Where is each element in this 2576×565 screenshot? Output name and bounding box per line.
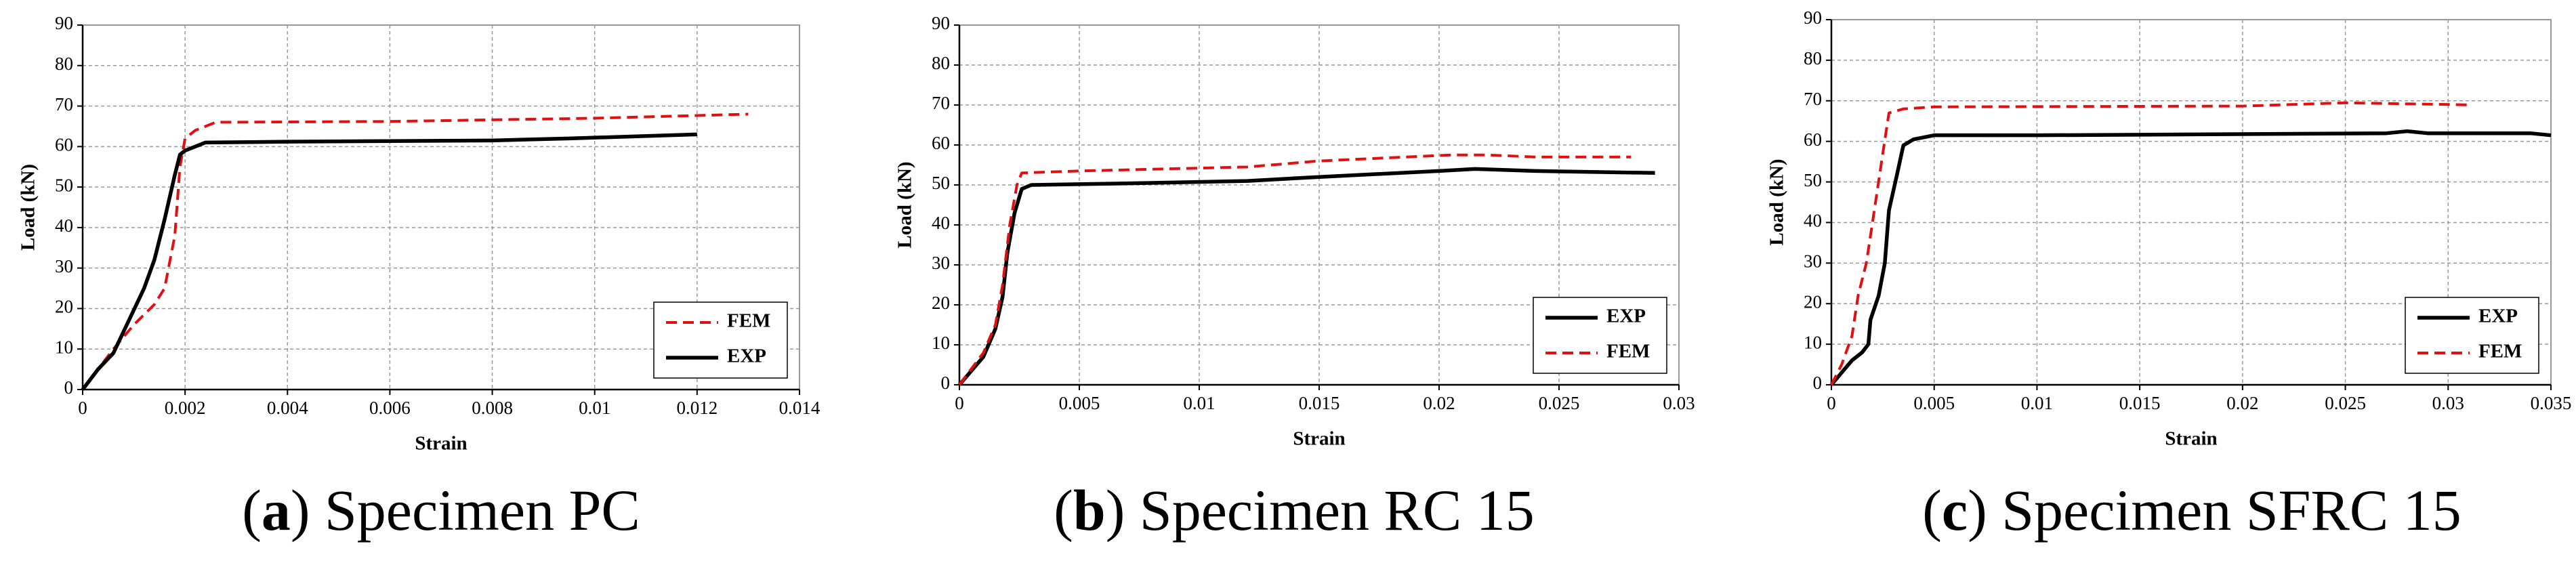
y-tick-label: 40 bbox=[932, 213, 950, 233]
legend-box bbox=[653, 301, 788, 379]
caption-part: a bbox=[262, 478, 291, 543]
y-tick-label: 20 bbox=[55, 297, 73, 317]
x-tick-label: 0 bbox=[78, 398, 87, 418]
y-tick-label: 10 bbox=[55, 337, 73, 357]
data-line bbox=[958, 153, 1632, 386]
caption-part: ) Specimen PC bbox=[291, 478, 640, 543]
x-tick-label: 0.01 bbox=[579, 398, 610, 418]
data-line bbox=[1829, 129, 2552, 386]
y-tick-label: 80 bbox=[932, 53, 950, 73]
data-line bbox=[81, 112, 749, 391]
x-tick-label: 0.005 bbox=[1059, 393, 1100, 413]
x-tick-label: 0.006 bbox=[369, 398, 411, 418]
caption: (a) Specimen PC bbox=[242, 478, 640, 543]
y-tick-label: 30 bbox=[1804, 251, 1822, 272]
y-axis-label: Load (kN) bbox=[894, 161, 916, 248]
y-tick-label: 90 bbox=[1804, 7, 1822, 28]
x-tick-label: 0.03 bbox=[1663, 393, 1695, 413]
y-tick-label: 70 bbox=[1804, 89, 1822, 109]
x-tick-label: 0.004 bbox=[267, 398, 308, 418]
y-tick-label: 0 bbox=[64, 377, 74, 398]
chart: 0 10 20 30 40 50 60 70 80 90 0 0.005 0.01 0.015 0.02 0.… bbox=[1766, 7, 2572, 543]
x-axis-label: Strain bbox=[1293, 428, 1345, 450]
y-tick-label: 50 bbox=[932, 173, 950, 193]
legend-box bbox=[2405, 297, 2539, 374]
y-tick-label: 70 bbox=[932, 93, 950, 113]
caption-part: ) Specimen SFRC 15 bbox=[1968, 478, 2461, 543]
y-tick-label: 20 bbox=[1804, 291, 1822, 312]
x-tick-label: 0.025 bbox=[2325, 393, 2366, 413]
y-tick-label: 30 bbox=[932, 253, 950, 273]
legend-box bbox=[1533, 297, 1667, 374]
x-tick-label: 0.035 bbox=[2531, 393, 2572, 413]
y-axis-label: Load (kN) bbox=[1766, 159, 1788, 245]
legend-label: FEM bbox=[1606, 341, 1650, 362]
y-tick-label: 40 bbox=[1804, 211, 1822, 231]
x-tick-label: 0.02 bbox=[2226, 393, 2258, 413]
caption-part: ( bbox=[1922, 478, 1942, 543]
caption-part: b bbox=[1073, 478, 1106, 543]
x-tick-label: 0.008 bbox=[472, 398, 513, 418]
y-tick-label: 60 bbox=[932, 133, 950, 153]
caption-part: ) Specimen RC 15 bbox=[1106, 478, 1535, 543]
x-tick-label: 0.01 bbox=[1183, 393, 1215, 413]
legend-label: FEM bbox=[2478, 341, 2522, 362]
caption-part: ( bbox=[1054, 478, 1073, 543]
data-line bbox=[81, 132, 697, 391]
x-tick-label: 0.025 bbox=[1539, 393, 1580, 413]
y-tick-label: 80 bbox=[55, 54, 73, 74]
y-tick-label: 10 bbox=[932, 333, 950, 353]
legend-label: EXP bbox=[727, 346, 766, 367]
y-tick-label: 70 bbox=[55, 94, 73, 114]
caption-part: ( bbox=[242, 478, 262, 543]
y-tick-label: 0 bbox=[1813, 373, 1823, 393]
y-tick-label: 60 bbox=[55, 135, 73, 155]
x-tick-label: 0.002 bbox=[165, 398, 206, 418]
y-tick-label: 60 bbox=[1804, 129, 1822, 150]
y-tick-label: 40 bbox=[55, 215, 73, 236]
x-tick-label: 0.012 bbox=[676, 398, 718, 418]
caption: (b) Specimen RC 15 bbox=[1054, 478, 1534, 543]
x-tick-label: 0.015 bbox=[1299, 393, 1340, 413]
y-tick-label: 50 bbox=[1804, 170, 1822, 190]
y-tick-label: 10 bbox=[1804, 332, 1822, 352]
caption-part: c bbox=[1942, 478, 1968, 543]
y-tick-label: 90 bbox=[932, 13, 950, 33]
x-axis-label: Strain bbox=[415, 433, 467, 455]
y-tick-label: 90 bbox=[55, 13, 73, 33]
caption: (c) Specimen SFRC 15 bbox=[1922, 478, 2461, 543]
x-tick-label: 0.03 bbox=[2432, 393, 2464, 413]
legend-label: FEM bbox=[727, 310, 770, 332]
y-tick-label: 80 bbox=[1804, 48, 1822, 68]
x-tick-label: 0 bbox=[955, 393, 964, 413]
y-tick-label: 50 bbox=[55, 175, 73, 195]
x-tick-label: 0.02 bbox=[1423, 393, 1455, 413]
y-tick-label: 20 bbox=[932, 293, 950, 313]
x-tick-label: 0 bbox=[1827, 393, 1836, 413]
chart: 0 10 20 30 40 50 60 70 80 90 0 0.005 0.01 0.015 0.02 0.… bbox=[894, 13, 1695, 543]
y-tick-label: 30 bbox=[55, 256, 73, 276]
x-tick-label: 0.014 bbox=[779, 398, 820, 418]
chart: 0 10 20 30 40 50 60 70 80 90 0 0.002 0.004 0.006 0.008… bbox=[18, 13, 820, 543]
x-tick-label: 0.005 bbox=[1913, 393, 1955, 413]
x-tick-label: 0.01 bbox=[2021, 393, 2053, 413]
x-tick-label: 0.015 bbox=[2119, 393, 2161, 413]
data-line bbox=[1830, 101, 2469, 385]
legend-label: EXP bbox=[1606, 306, 1646, 327]
y-tick-label: 0 bbox=[941, 373, 951, 393]
legend-label: EXP bbox=[2478, 306, 2518, 327]
x-axis-label: Strain bbox=[2165, 428, 2217, 450]
y-axis-label: Load (kN) bbox=[18, 164, 39, 251]
